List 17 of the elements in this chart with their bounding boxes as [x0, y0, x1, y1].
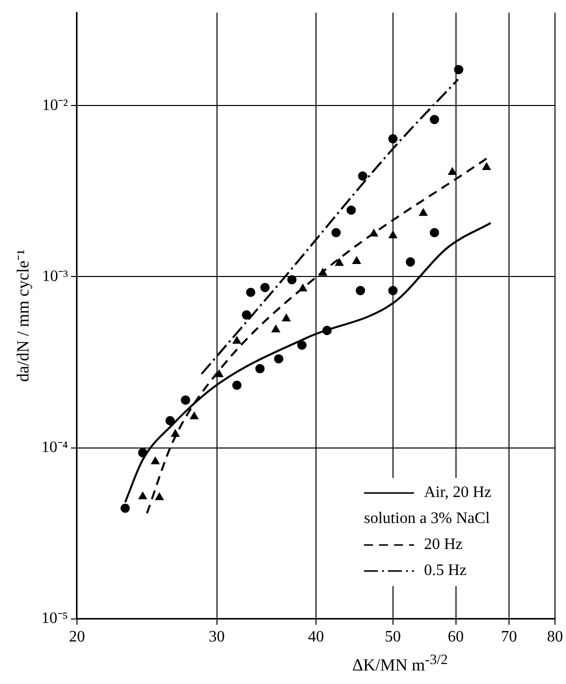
y-tick-label: 10⁻⁴: [41, 438, 68, 456]
y-tick-label: 10⁻²: [42, 96, 68, 114]
legend-label: 20 Hz: [424, 536, 463, 553]
y-tick-label: 10⁻³: [42, 268, 68, 285]
legend-label: 0.5 Hz: [424, 562, 467, 579]
y-axis-title: da/dN / mm cycle⁻¹: [14, 249, 33, 382]
x-tick-label: 70: [500, 628, 517, 646]
x-tick-label: 30: [208, 628, 225, 646]
x-tick-label: 20: [68, 628, 85, 646]
x-tick-label: 80: [547, 628, 563, 646]
legend-label: Air, 20 Hz: [424, 484, 492, 501]
x-tick-label: 40: [308, 628, 324, 646]
x-tick-label: 60: [448, 628, 464, 646]
x-axis-title: ΔK/MN m$^{-3/2}$: [351, 652, 449, 676]
x-tick-label: 50: [384, 628, 401, 646]
annotation: solution a 3% NaCl: [364, 509, 491, 529]
y-tick-label: 10⁻⁵: [41, 610, 68, 628]
